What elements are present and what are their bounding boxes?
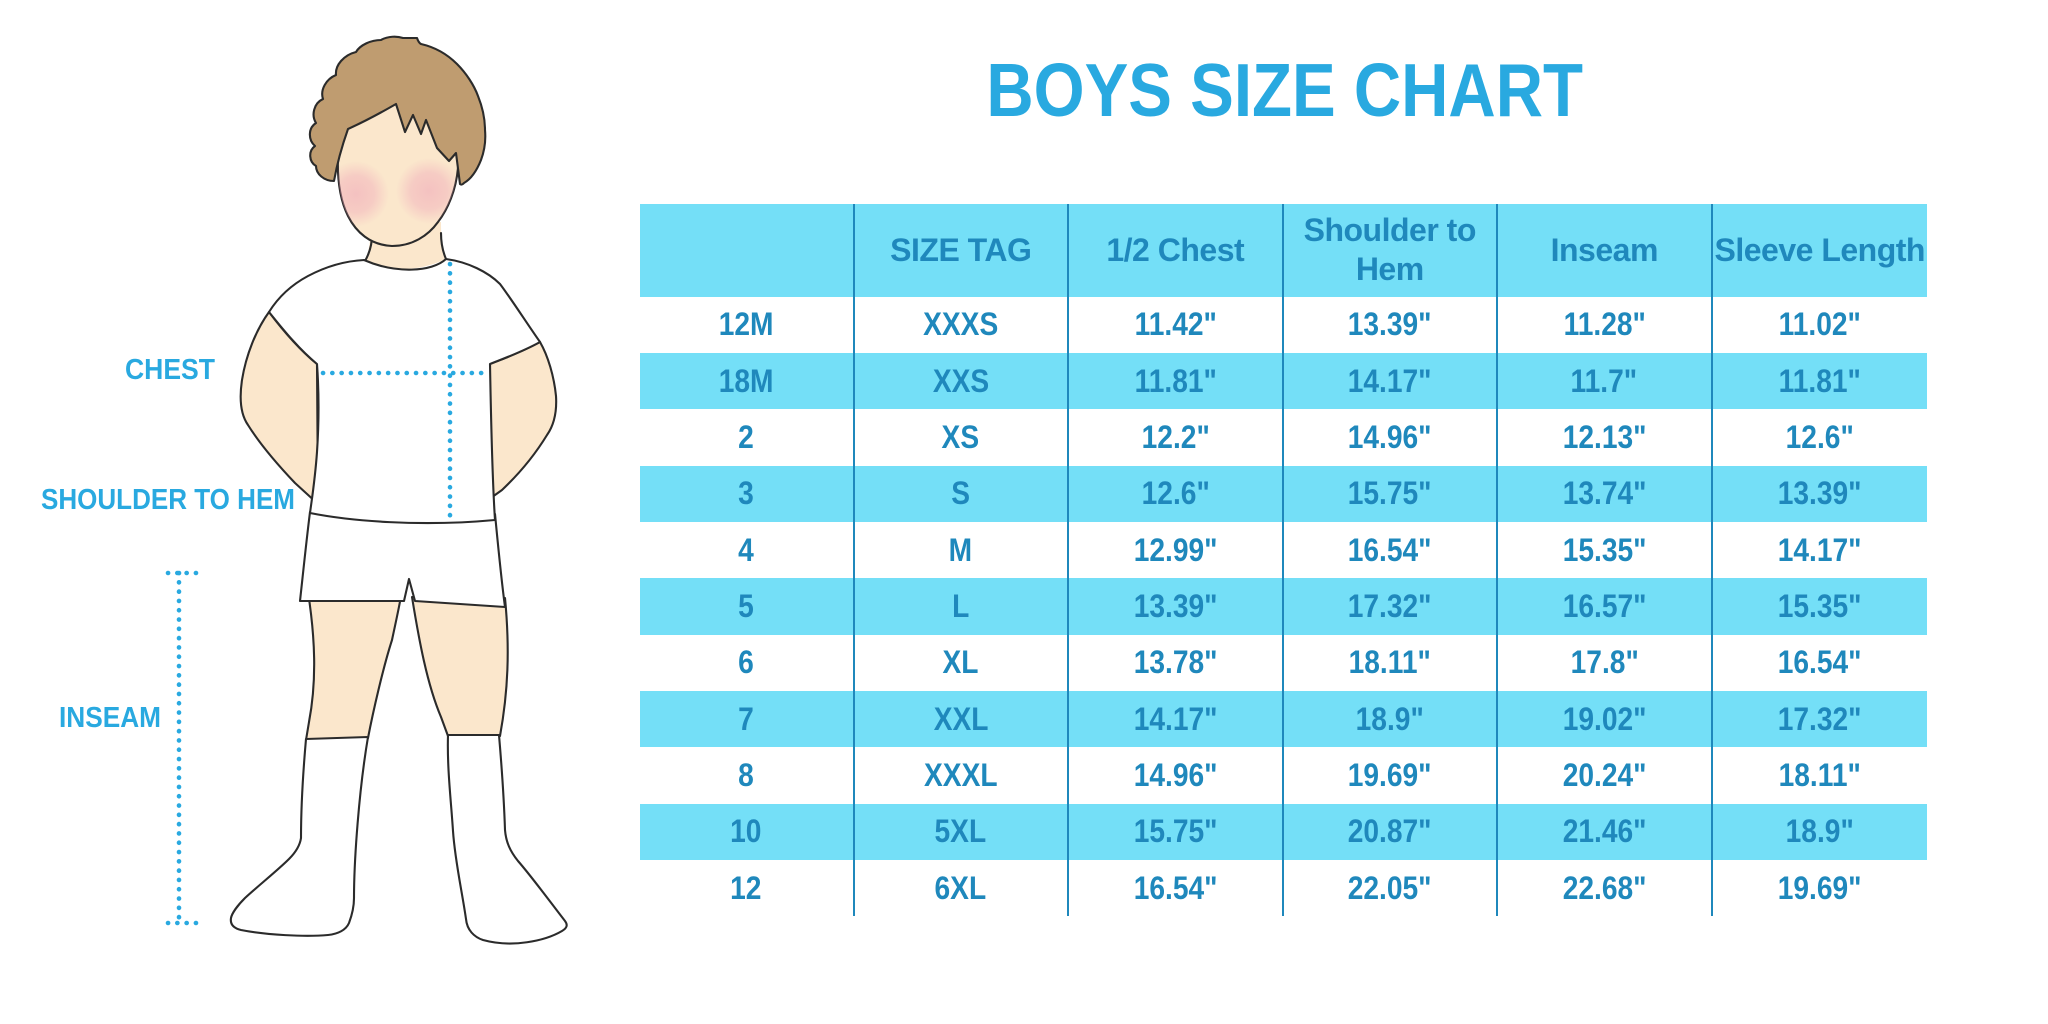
svg-text:SHOULDER TO HEM: SHOULDER TO HEM (41, 484, 295, 516)
svg-text:INSEAM: INSEAM (59, 702, 161, 734)
svg-text:CHEST: CHEST (125, 354, 215, 386)
